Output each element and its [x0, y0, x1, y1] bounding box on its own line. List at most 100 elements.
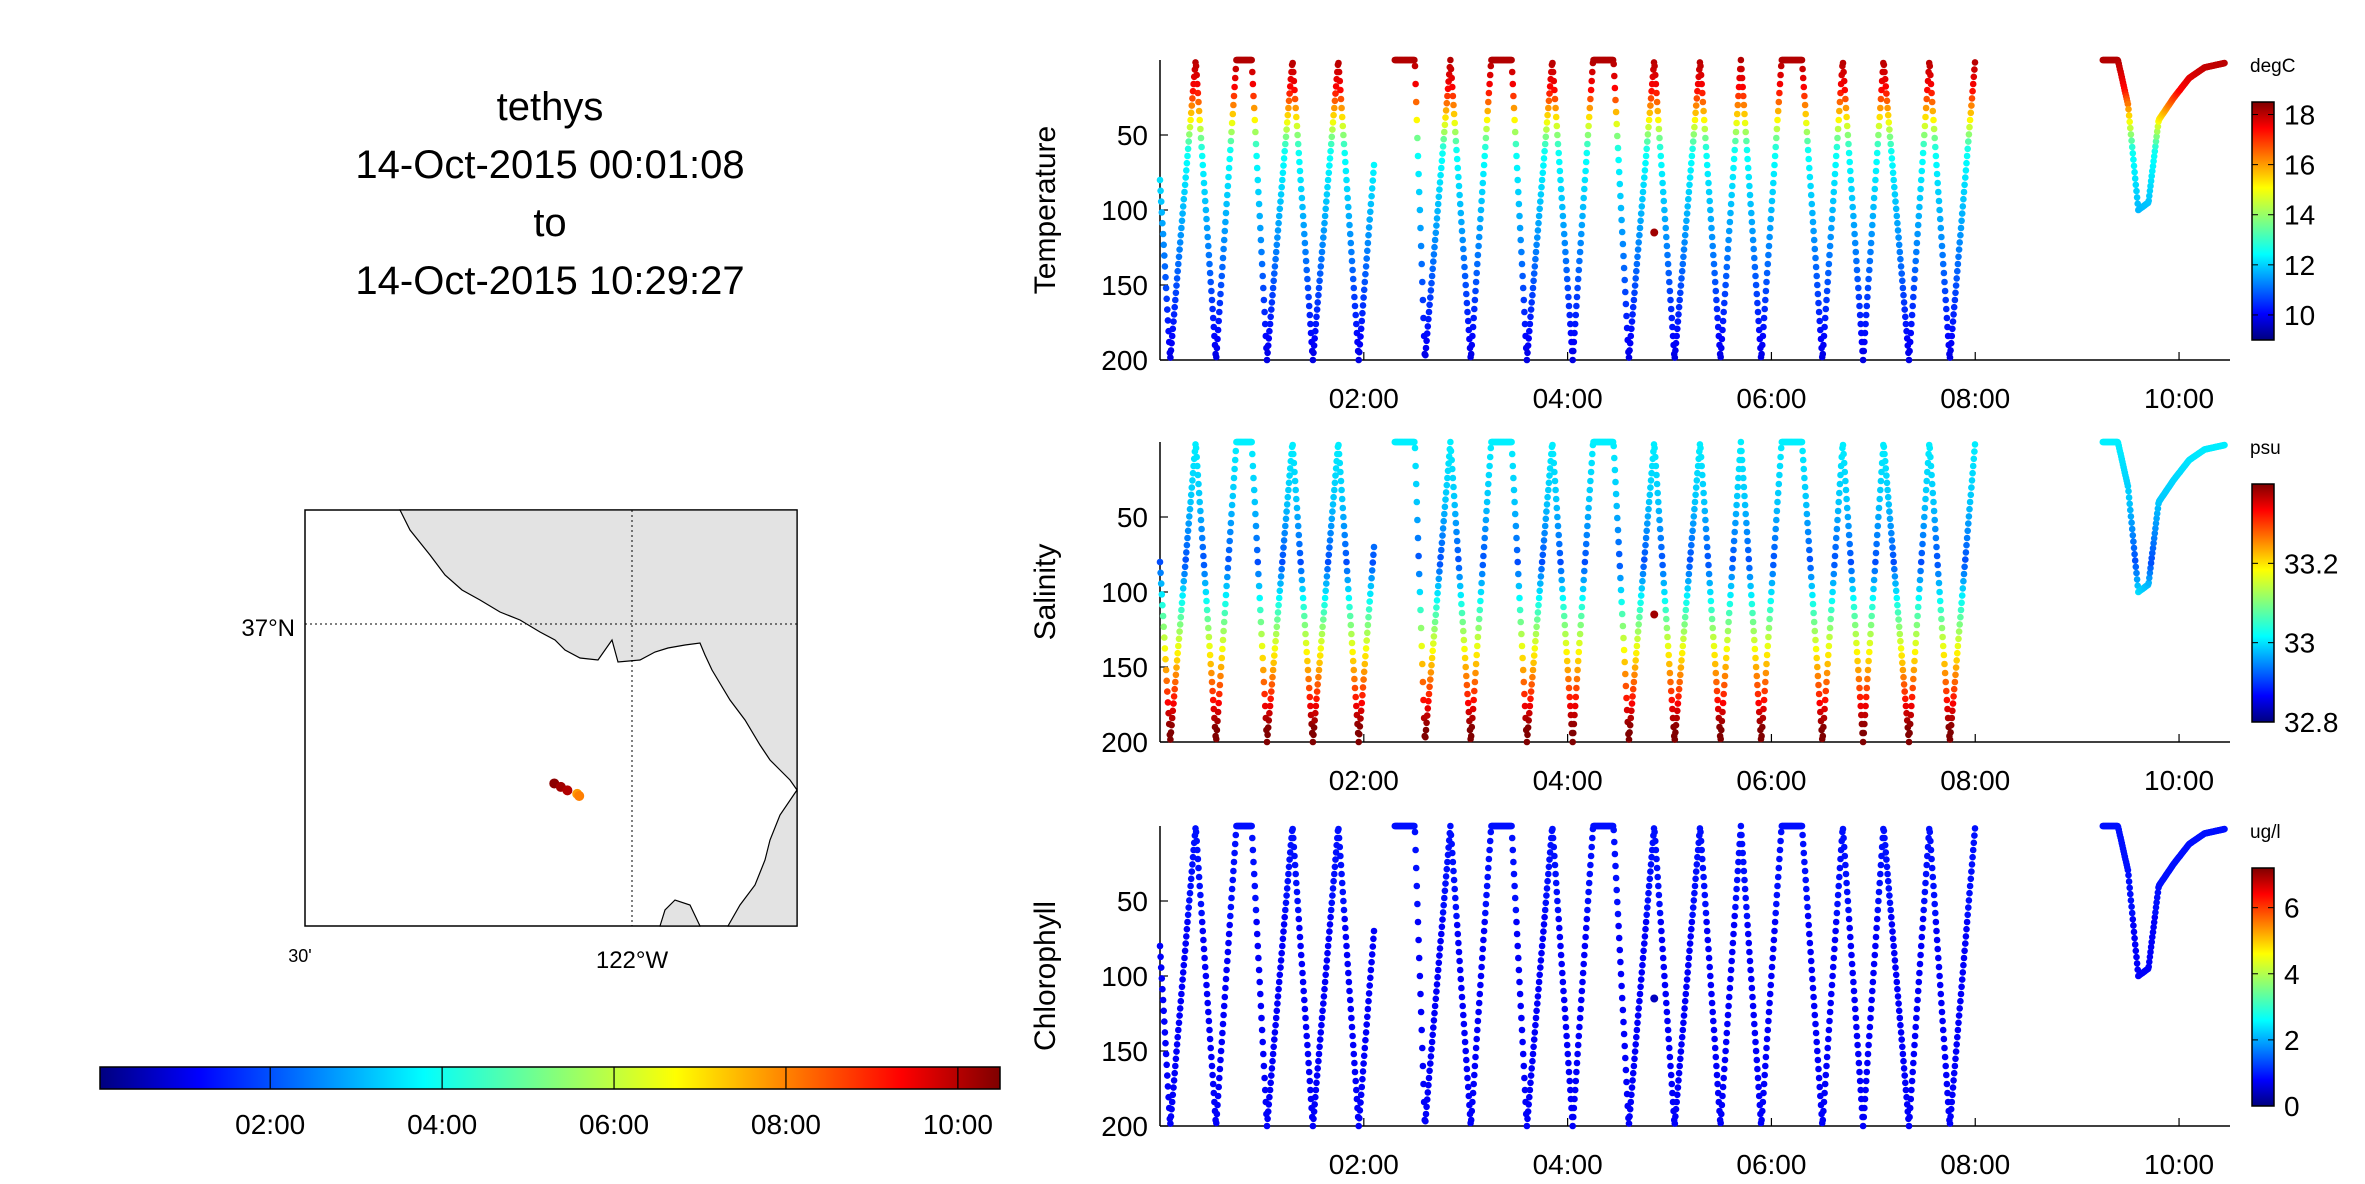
data-point	[2130, 162, 2138, 170]
data-point	[1889, 928, 1896, 935]
colorbar-tick-label: 18	[2284, 100, 2315, 131]
data-point	[1697, 444, 1704, 452]
y-tick-label: 100	[1101, 961, 1148, 992]
data-point	[1340, 513, 1347, 521]
data-point	[1317, 263, 1325, 270]
data-point	[1645, 505, 1652, 513]
data-point	[1956, 1005, 1963, 1012]
data-point	[1473, 269, 1480, 277]
data-point	[1832, 161, 1839, 169]
data-point	[1617, 204, 1625, 212]
data-point	[1322, 971, 1329, 979]
data-point	[1868, 996, 1875, 1004]
data-point	[1676, 1062, 1683, 1070]
data-point	[1176, 239, 1184, 246]
data-point	[1430, 1024, 1437, 1031]
data-point	[1523, 738, 1531, 746]
data-point	[1628, 1084, 1636, 1091]
data-point	[1205, 242, 1212, 250]
data-point	[1285, 97, 1293, 105]
data-point	[1361, 278, 1369, 286]
data-point	[1167, 354, 1174, 361]
data-point	[1760, 696, 1768, 704]
data-point	[1710, 1017, 1717, 1025]
data-point	[1843, 879, 1850, 887]
data-point	[1164, 688, 1171, 695]
data-point	[1524, 1115, 1531, 1123]
data-point	[1910, 1050, 1918, 1058]
data-point	[1821, 323, 1828, 331]
data-point	[1578, 612, 1585, 620]
data-point	[1896, 248, 1904, 256]
data-point	[1699, 471, 1706, 479]
data-point	[1182, 556, 1189, 563]
data-point	[1290, 77, 1298, 85]
data-point	[1311, 717, 1318, 724]
data-point	[1254, 176, 1262, 184]
data-point	[1840, 459, 1848, 467]
data-point	[1475, 242, 1482, 250]
data-point	[1672, 1105, 1680, 1113]
data-point	[1464, 699, 1472, 707]
data-point	[1965, 131, 1973, 138]
data-point	[1310, 724, 1318, 731]
data-point	[1724, 1011, 1732, 1019]
data-point	[1167, 1120, 1174, 1127]
data-point	[1515, 954, 1522, 962]
data-point	[1654, 107, 1661, 115]
data-point	[1419, 1062, 1427, 1070]
data-point	[1414, 152, 1422, 160]
data-point	[1906, 729, 1913, 737]
data-point	[1620, 264, 1628, 272]
data-point	[1159, 985, 1166, 993]
y-tick-label: 100	[1101, 195, 1148, 226]
data-point	[1662, 606, 1669, 614]
data-point	[1968, 102, 1975, 109]
data-point	[1678, 1041, 1685, 1048]
data-point	[1777, 62, 1785, 70]
data-point	[1853, 639, 1860, 647]
data-point	[1718, 717, 1726, 725]
data-point	[1674, 707, 1681, 715]
data-point	[1745, 555, 1753, 563]
data-point	[1947, 1113, 1954, 1120]
data-point	[1911, 648, 1919, 656]
data-point	[1717, 735, 1724, 743]
data-point	[1869, 212, 1877, 220]
data-point	[1751, 1020, 1758, 1028]
data-point	[1570, 729, 1577, 737]
data-point	[1855, 293, 1863, 301]
data-point	[1310, 1115, 1317, 1123]
data-point	[1209, 1080, 1217, 1088]
x-tick-label: 04:00	[1533, 765, 1603, 796]
data-point	[1822, 1071, 1830, 1079]
data-point	[1798, 56, 1806, 64]
data-point	[1820, 1107, 1827, 1115]
data-point	[1661, 215, 1669, 223]
data-point	[1576, 257, 1583, 265]
data-point	[1281, 147, 1288, 155]
data-point	[1968, 477, 1976, 484]
data-point	[1657, 918, 1665, 926]
data-point	[1448, 74, 1455, 82]
data-point	[1450, 101, 1457, 109]
data-point	[1641, 174, 1648, 181]
data-point	[1536, 971, 1543, 979]
data-point	[1302, 1014, 1309, 1022]
data-point	[1348, 248, 1355, 256]
data-point	[1573, 1068, 1580, 1076]
data-point	[1930, 882, 1937, 890]
data-point	[2152, 520, 2160, 527]
data-point	[1521, 1074, 1528, 1082]
data-point	[1637, 983, 1644, 991]
data-point	[1646, 491, 1654, 499]
data-point	[1564, 284, 1572, 292]
data-point	[1654, 489, 1661, 497]
data-point	[1587, 468, 1595, 476]
data-point	[1202, 206, 1210, 214]
data-point	[1746, 182, 1753, 190]
data-point	[1770, 561, 1777, 569]
data-point	[1348, 630, 1355, 638]
data-point	[1220, 236, 1228, 244]
data-point	[2153, 515, 2160, 522]
